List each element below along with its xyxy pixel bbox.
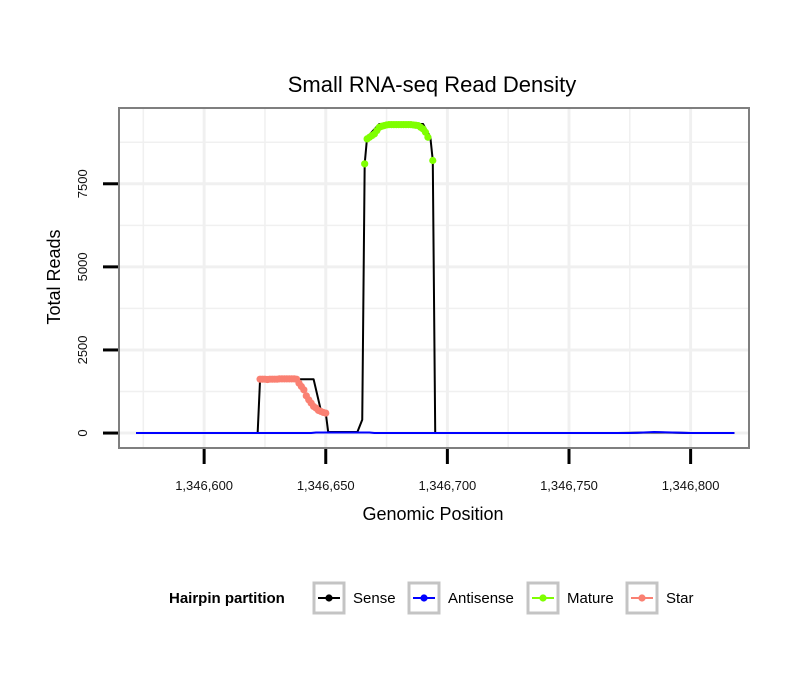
x-tick-label: 1,346,750	[540, 478, 598, 493]
x-tick-label: 1,346,600	[175, 478, 233, 493]
legend-item-antisense: Antisense	[407, 581, 514, 615]
legend-key-marker	[638, 594, 646, 602]
legend-item-sense: Sense	[312, 581, 396, 615]
legend-item-mature: Mature	[526, 581, 614, 615]
chart-title: Small RNA-seq Read Density	[288, 72, 577, 97]
y-axis-label: Total Reads	[44, 229, 64, 324]
legend-label: Star	[666, 590, 694, 607]
legend-label: Mature	[567, 590, 614, 607]
legend: Hairpin partition Sense Antisense Mature St…	[169, 581, 694, 615]
y-tick-label: 5000	[75, 252, 90, 281]
data-point-mature	[429, 156, 437, 165]
data-point-star	[322, 409, 330, 417]
legend-key-marker	[325, 594, 333, 602]
plot-border	[118, 107, 750, 449]
data-point-star	[300, 386, 308, 394]
y-axis: 0 2500 5000 7500	[75, 169, 118, 437]
legend-title: Hairpin partition	[169, 590, 285, 607]
x-axis-label: Genomic Position	[362, 504, 503, 524]
data-point-mature	[424, 133, 432, 141]
legend-item-star: Star	[625, 581, 694, 615]
x-tick-label: 1,346,700	[418, 478, 476, 493]
x-tick-label: 1,346,800	[662, 478, 720, 493]
y-tick-label: 7500	[75, 169, 90, 198]
x-axis: 1,346,600 1,346,650 1,346,700 1,346,750 1,34…	[175, 449, 720, 493]
legend-key-marker	[539, 594, 547, 602]
series-layer	[136, 121, 735, 435]
legend-label: Sense	[353, 590, 396, 607]
series-line-antisense	[136, 431, 735, 435]
legend-key-marker	[420, 594, 428, 602]
x-tick-label: 1,346,650	[297, 478, 355, 493]
data-point-mature	[361, 160, 369, 168]
legend-label: Antisense	[448, 590, 514, 607]
y-tick-label: 2500	[75, 335, 90, 364]
y-tick-label: 0	[75, 429, 90, 436]
